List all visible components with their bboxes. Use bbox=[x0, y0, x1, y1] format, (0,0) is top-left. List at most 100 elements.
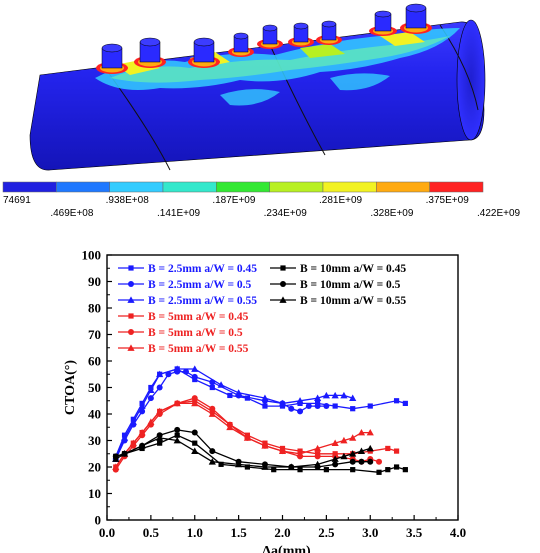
data-point-square bbox=[280, 265, 286, 271]
legend-entry: B = 5mm a/W = 0.5 bbox=[118, 327, 243, 339]
legend-entry: B = 10mm a/W = 0.45 bbox=[270, 263, 406, 275]
data-point-circle bbox=[191, 429, 198, 436]
data-point-circle bbox=[358, 458, 365, 465]
nozzle-group bbox=[96, 3, 432, 74]
data-point-triangle bbox=[340, 391, 348, 399]
data-point-square bbox=[393, 398, 400, 404]
legend-label: B = 5mm a/W = 0.55 bbox=[148, 343, 249, 355]
data-point-triangle bbox=[173, 399, 181, 407]
data-point-square bbox=[332, 403, 338, 409]
legend-label: B = 5mm a/W = 0.45 bbox=[148, 311, 249, 323]
legend-label: B = 10mm a/W = 0.55 bbox=[300, 295, 406, 307]
chart-axes bbox=[106, 254, 459, 521]
data-point-square bbox=[174, 432, 180, 438]
x-tick-label: 2.5 bbox=[318, 525, 335, 540]
x-tick-label: 1.5 bbox=[231, 525, 248, 540]
stress-region bbox=[380, 32, 425, 46]
data-point-triangle bbox=[173, 365, 181, 372]
data-point-square bbox=[262, 403, 268, 409]
y-axis-title: CTOA(°) bbox=[63, 360, 78, 415]
data-point-square bbox=[385, 467, 391, 473]
data-point-triangle bbox=[156, 434, 164, 441]
data-point-triangle bbox=[340, 436, 348, 444]
data-point-triangle bbox=[120, 434, 129, 441]
x-tick-labels: 0.0 0.5 1.0 1.5 2.0 2.5 3.0 3.5 4.0 bbox=[99, 525, 466, 540]
data-point-triangle bbox=[349, 434, 357, 441]
data-point-square bbox=[393, 464, 400, 470]
y-tick-label: 40 bbox=[88, 407, 101, 422]
data-point-square bbox=[244, 464, 250, 470]
data-point-triangle bbox=[208, 458, 216, 465]
data-point-triangle bbox=[349, 450, 357, 457]
data-point-triangle bbox=[261, 463, 269, 470]
data-point-circle bbox=[314, 403, 321, 410]
data-point-triangle bbox=[138, 428, 146, 436]
series-line bbox=[115, 437, 371, 468]
data-point-square bbox=[323, 467, 329, 473]
data-point-triangle bbox=[120, 450, 129, 457]
x-tick-label: 4.0 bbox=[450, 525, 466, 540]
y-tick-label: 50 bbox=[88, 380, 101, 395]
colorbar-labels-top: 74691 .938E+08 .187E+09 .281E+09 .375E+09 bbox=[3, 195, 469, 206]
data-point-circle bbox=[191, 373, 198, 380]
data-point-square bbox=[209, 384, 215, 391]
data-point-triangle bbox=[112, 455, 120, 462]
series-line bbox=[115, 402, 371, 468]
data-point-triangle bbox=[349, 394, 357, 401]
data-point-square bbox=[244, 395, 250, 401]
stress-region bbox=[110, 36, 450, 83]
x-tick-label: 2.0 bbox=[274, 525, 290, 540]
data-point-triangle bbox=[314, 460, 322, 468]
data-point-triangle bbox=[127, 296, 135, 303]
data-point-square bbox=[376, 469, 382, 475]
data-point-circle bbox=[191, 395, 198, 402]
data-point-circle bbox=[376, 458, 383, 465]
series-6 bbox=[112, 399, 374, 470]
data-point-circle bbox=[280, 281, 286, 287]
colorbar-label: .375E+09 bbox=[426, 195, 470, 206]
data-point-triangle bbox=[138, 402, 146, 409]
y-tick-label: 0 bbox=[95, 513, 102, 528]
x-tick-label: 3.5 bbox=[406, 525, 423, 540]
data-point-triangle bbox=[366, 428, 374, 436]
x-axis-title: Δa(mm) bbox=[262, 544, 311, 553]
colorbar-label: 74691 bbox=[3, 195, 31, 206]
data-point-triangle bbox=[314, 394, 322, 401]
legend-entry: B = 2.5mm a/W = 0.5 bbox=[118, 279, 252, 291]
legend-label: B = 5mm a/W = 0.5 bbox=[148, 327, 243, 339]
data-point-square bbox=[385, 445, 391, 452]
data-point-circle bbox=[314, 453, 321, 460]
y-tick-label: 60 bbox=[88, 354, 101, 369]
y-tick-label: 30 bbox=[88, 433, 101, 448]
colorbar-label: .281E+09 bbox=[319, 195, 363, 206]
y-tick-label: 10 bbox=[88, 486, 101, 501]
data-point-circle bbox=[174, 426, 181, 433]
data-point-triangle bbox=[296, 397, 304, 404]
colorbar-label: .469E+08 bbox=[50, 208, 94, 219]
stress-region bbox=[300, 44, 345, 58]
data-point-circle bbox=[209, 448, 216, 455]
data-point-triangle bbox=[156, 370, 164, 378]
data-point-triangle bbox=[235, 389, 243, 396]
data-point-triangle bbox=[112, 463, 120, 470]
data-point-triangle bbox=[217, 381, 225, 388]
data-point-circle bbox=[288, 405, 295, 412]
data-point-triangle bbox=[127, 344, 135, 351]
colorbar-label: .422E+09 bbox=[477, 208, 521, 219]
colorbar-label: .141E+09 bbox=[157, 208, 201, 219]
series-4 bbox=[113, 398, 400, 470]
data-point-circle bbox=[332, 461, 339, 468]
y-tick-label: 70 bbox=[88, 327, 101, 342]
colorbar-label: .187E+09 bbox=[212, 195, 256, 206]
data-point-square bbox=[402, 467, 408, 473]
data-point-triangle bbox=[278, 399, 287, 407]
data-point-triangle bbox=[226, 423, 234, 431]
legend-label: B = 2.5mm a/W = 0.45 bbox=[148, 263, 257, 275]
colorbar-swatch bbox=[429, 181, 484, 193]
data-point-triangle bbox=[331, 391, 339, 399]
x-tick-label: 1.0 bbox=[187, 525, 203, 540]
data-point-triangle bbox=[147, 386, 155, 394]
legend-label: B = 10mm a/W = 0.45 bbox=[300, 263, 406, 275]
y-tick-label: 90 bbox=[88, 274, 101, 289]
data-point-triangle bbox=[296, 450, 304, 457]
